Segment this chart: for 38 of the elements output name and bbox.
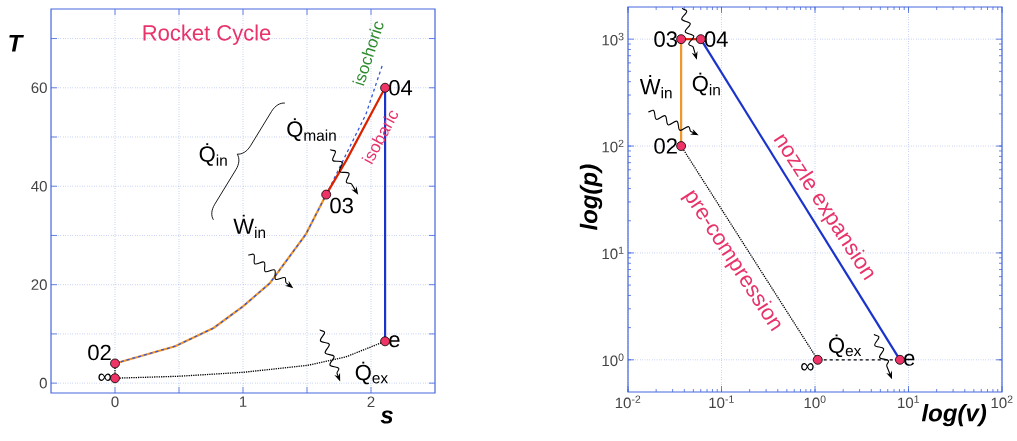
annotation: 04 [704,31,728,47]
y-axis-title: log(p) [579,164,603,231]
annotation: Q̇$_{in}$ [692,72,720,96]
annotation: 02 [88,344,111,361]
y-tick-label: 20 [31,279,47,290]
annotation: 04 [389,79,413,96]
annotation: Ẇ$_{in}$ [639,75,672,99]
x-axis-title: log(v) [921,403,987,427]
annotation: 03 [330,197,353,214]
annotation: 03 [654,31,677,47]
y-tick-label: 40 [31,180,47,192]
annotation: Ẇ$_{in}$ [233,214,266,238]
annotation: ∞ [98,373,111,382]
y-tick-label: 10$^{0}$ [602,353,624,367]
annotation: Q̇$_{ex}$ [829,334,862,358]
x-tick-label: 0 [111,396,119,408]
annotation: 02 [654,138,677,154]
y-tick-label: 10$^{3}$ [602,32,624,46]
x-axis-title: s [380,410,393,424]
y-axis-title: T [9,34,24,52]
annotation: e [904,353,915,366]
annotation: Q̇$_{main}$ [287,118,336,141]
x-tick-label: 2 [367,396,375,407]
x-tick-label: 10$^{1}$ [898,395,919,409]
y-tick-label: 0 [39,377,47,389]
y-tick-label: 60 [31,82,47,94]
text: Rocket Cycle [143,24,271,45]
x-tick-label: 1 [239,396,247,407]
annotation: ∞ [801,363,814,371]
x-tick-label: 10$^{0}$ [804,395,826,409]
y-tick-label: 10$^{1}$ [602,246,624,260]
annotation: e [389,335,400,348]
annotation: Q̇$_{ex}$ [355,361,388,385]
y-tick-label: 10$^{2}$ [602,139,624,153]
annotation: Q̇$_{in}$ [199,143,227,166]
x-tick-label: 10$^{-2}$ [615,395,641,409]
x-tick-label: 10$^{2}$ [991,395,1013,409]
x-tick-label: 10$^{-1}$ [709,395,734,409]
